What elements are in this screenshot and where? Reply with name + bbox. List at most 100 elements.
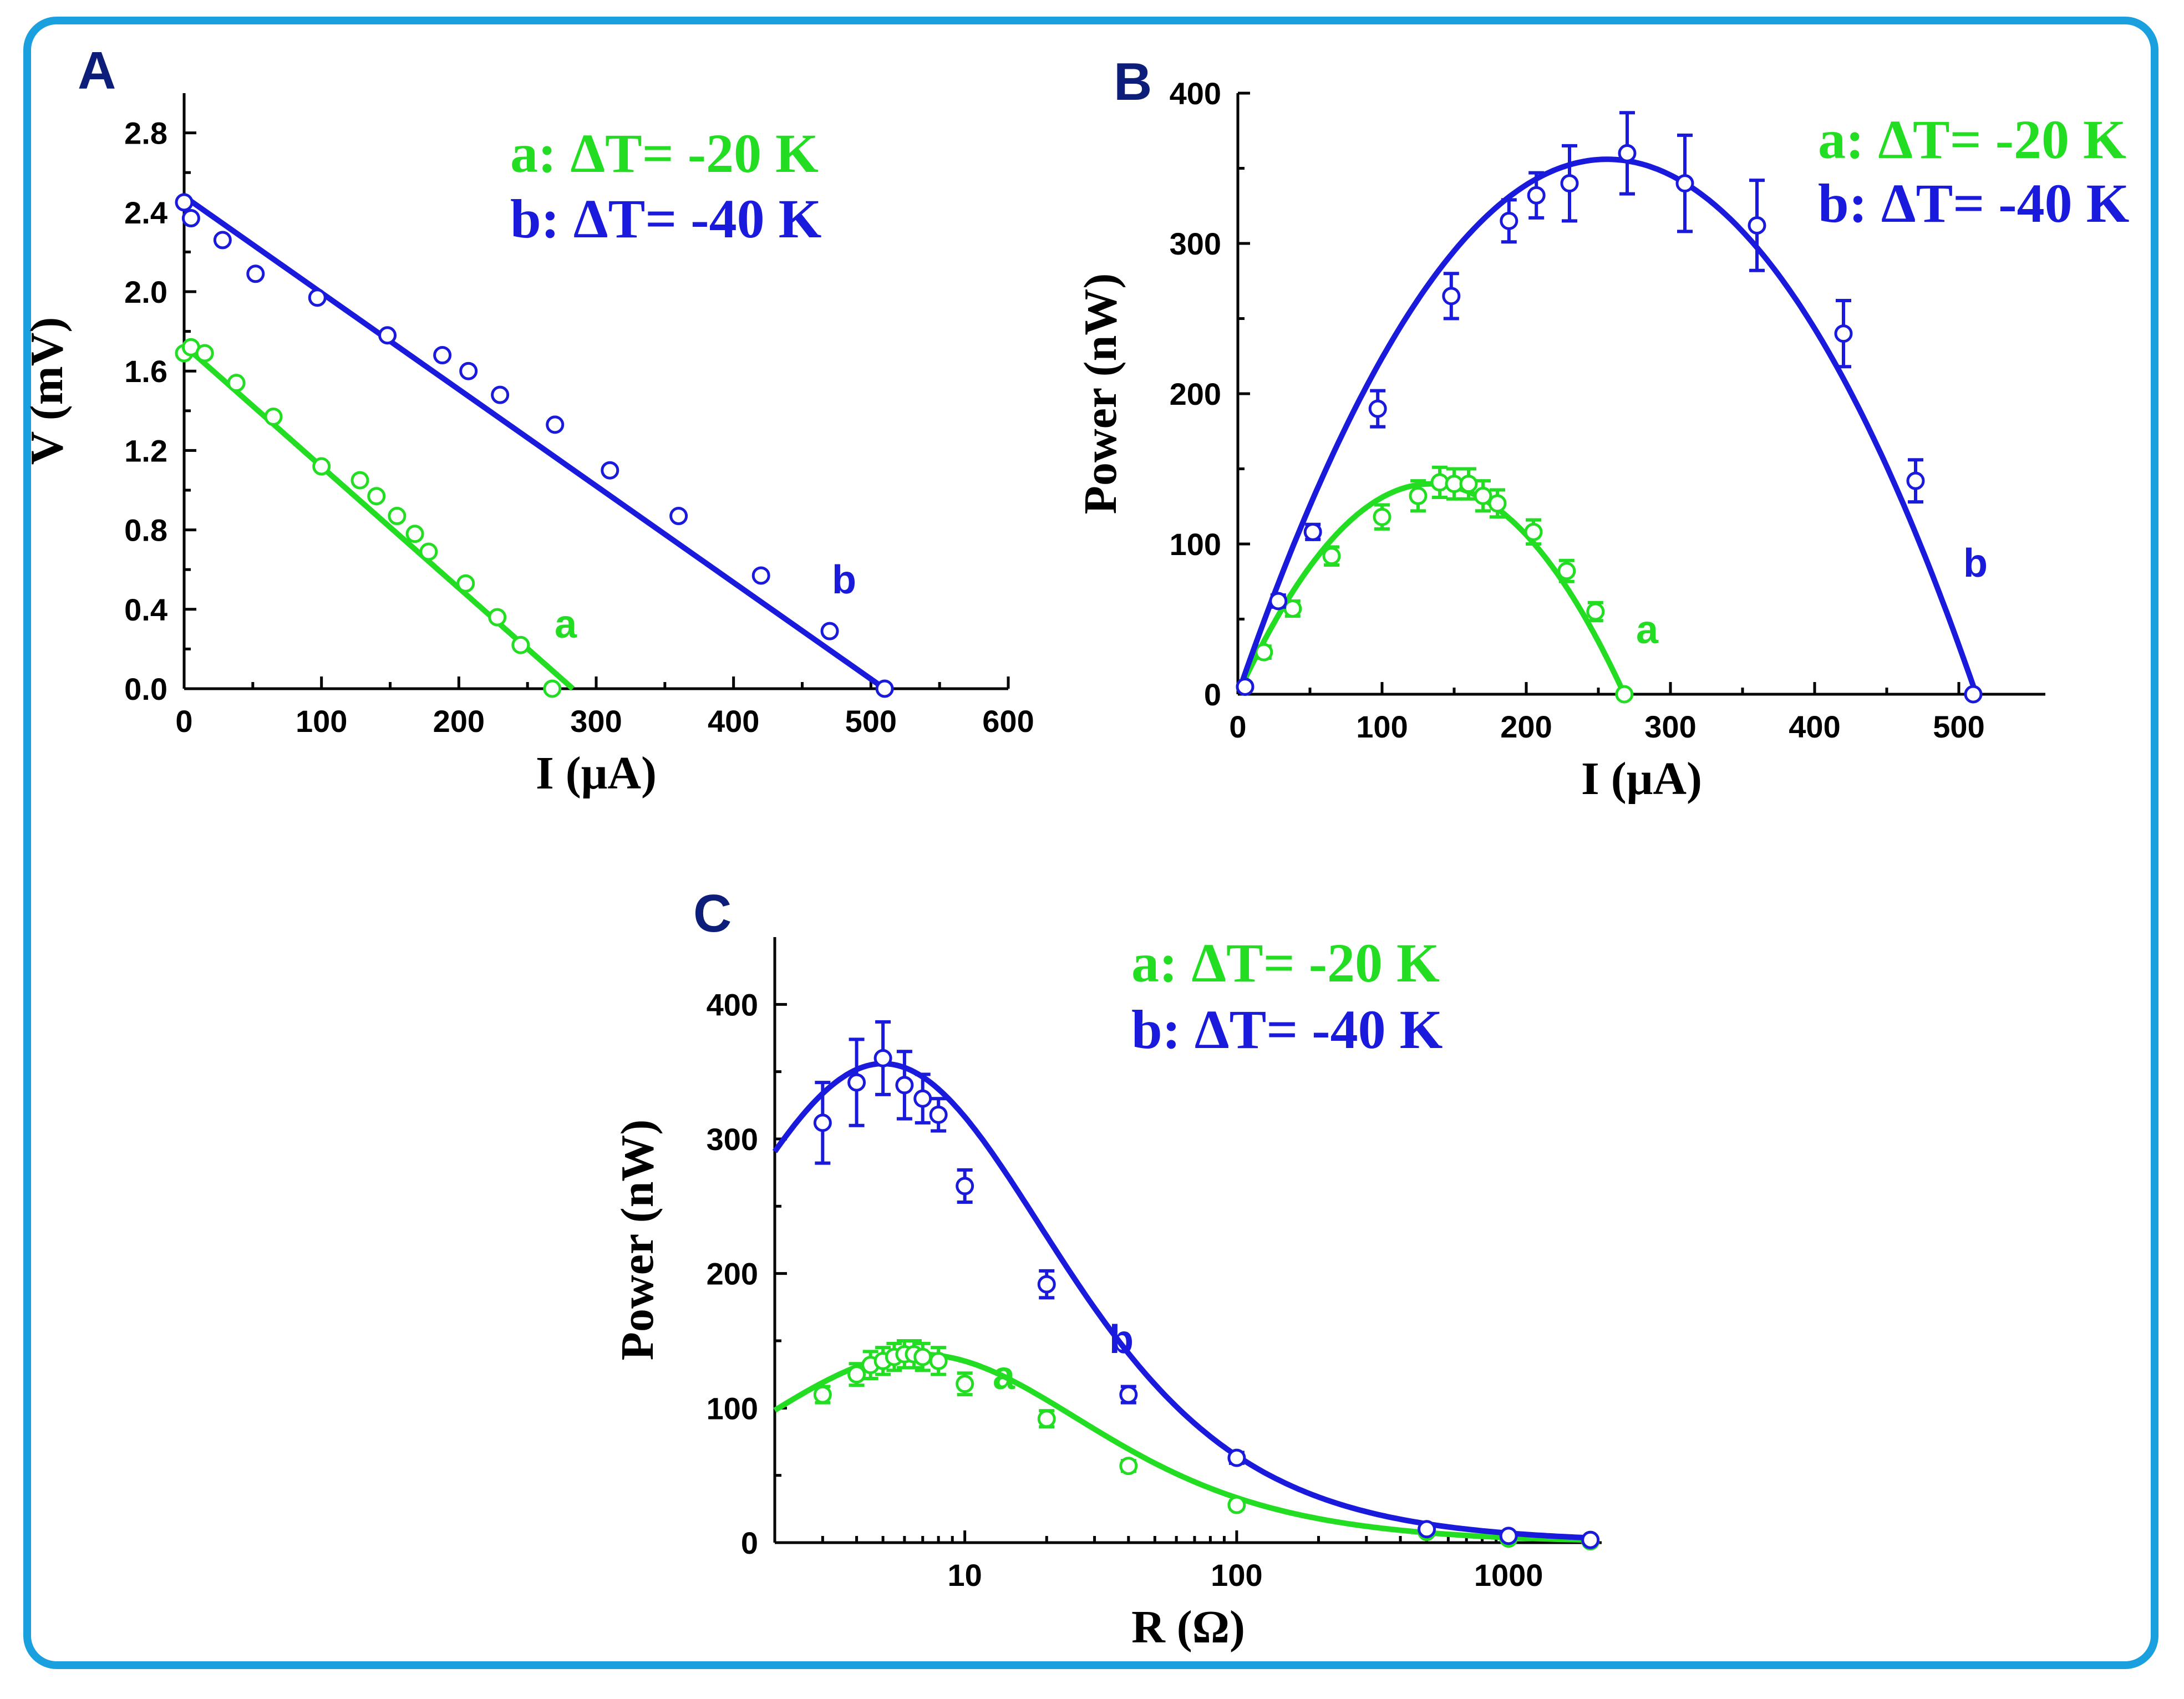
panel-label: C [693, 884, 732, 943]
series-b-curve [772, 1061, 1592, 1541]
series-b-point [1037, 1275, 1056, 1294]
series-b-point [175, 193, 194, 212]
series-b-point [459, 362, 478, 380]
series-b-point [820, 622, 839, 640]
series-b-point [433, 346, 452, 365]
series-a-curve [773, 1351, 1592, 1543]
y-tick-label: 2.8 [124, 116, 167, 151]
series-b-point [546, 415, 565, 434]
legend-entry-b: b: ΔT= -40 K [510, 188, 821, 250]
legend-entry-a: a: ΔT= -20 K [1818, 109, 2126, 170]
series-b-point [929, 1105, 948, 1124]
x-tick-label: 0 [175, 704, 192, 739]
x-tick-label: 300 [1644, 709, 1696, 744]
y-axis-label: Power (nW) [612, 1120, 663, 1361]
series-a-point [929, 1351, 948, 1370]
y-tick-label: 100 [707, 1391, 758, 1426]
series-b-point [895, 1076, 914, 1095]
series-a-point [1474, 486, 1492, 505]
series-b-point [913, 1089, 932, 1108]
legend-text: ΔT= -20 K [556, 123, 818, 184]
series-a-point [1037, 1410, 1056, 1428]
y-tick-label: 1.2 [124, 433, 167, 468]
y-tick-label: 0.8 [124, 513, 167, 548]
series-a-point [1488, 494, 1507, 513]
series-a-point [264, 408, 283, 426]
series-a-point [227, 374, 246, 393]
legend-text: ΔT= -40 K [560, 188, 821, 250]
legend-key: b: [1818, 172, 1867, 234]
series-b-point [491, 385, 510, 404]
legend-key: a: [510, 123, 556, 184]
series-a-curve [1240, 481, 1627, 696]
series-b-point [669, 507, 688, 526]
series-a-point [813, 1385, 832, 1404]
series-b-point [308, 288, 327, 307]
series-a-point [1459, 475, 1478, 494]
series-b-point [1748, 216, 1766, 235]
series-a-point [195, 344, 214, 363]
legend-key: b: [1131, 999, 1181, 1060]
y-tick-label: 1.6 [124, 354, 167, 389]
series-b-point [1236, 677, 1254, 696]
y-axis-label: V (mV) [21, 317, 73, 465]
y-tick-label: 400 [1170, 76, 1221, 111]
series-b-point [1675, 174, 1694, 193]
series-b-point [1581, 1530, 1600, 1549]
legend-key: a: [1818, 109, 1864, 170]
legend-entry-b: b: ΔT= -40 K [1131, 999, 1443, 1060]
series-b-point [1527, 186, 1546, 205]
series-a-point [1119, 1457, 1138, 1476]
x-tick-label: 10 [948, 1558, 982, 1593]
series-b-point [1499, 1527, 1518, 1545]
series-b-label: b [832, 558, 856, 602]
series-b-point [1618, 144, 1637, 162]
series-a-point [956, 1375, 974, 1393]
series-a-label: a [993, 1354, 1015, 1398]
y-tick-label: 200 [1170, 377, 1221, 411]
x-tick-label: 100 [296, 704, 347, 739]
x-tick-label: 600 [982, 704, 1034, 739]
series-b-point [1834, 324, 1853, 343]
chart-panel-c: C 10 100 1000 0 100 200 300 400 R (Ω) Power (nW) a b… [612, 884, 1602, 1653]
series-b-point [1500, 211, 1518, 230]
x-axis-label: I (μA) [1581, 753, 1702, 805]
series-a-point [488, 608, 507, 627]
x-axis-label: R (Ω) [1131, 1601, 1245, 1653]
series-b-point [1964, 685, 1983, 704]
x-axis-label: I (μA) [536, 747, 657, 799]
x-tick-label: 1000 [1474, 1558, 1543, 1593]
series-a-point [1322, 547, 1341, 566]
series-a-point [405, 525, 424, 543]
series-a-curve [182, 343, 575, 691]
series-a-point [367, 487, 386, 506]
series-b-point [813, 1113, 832, 1132]
legend-text: ΔT= -20 K [1177, 932, 1439, 994]
series-b-point [1560, 174, 1579, 193]
series-a-point [511, 635, 530, 654]
x-tick-label: 200 [1500, 709, 1552, 744]
series-a-point [1283, 599, 1302, 618]
y-tick-label: 2.4 [124, 195, 167, 230]
series-a-point [1524, 522, 1543, 541]
y-tick-label: 200 [707, 1257, 758, 1291]
series-a-point [1586, 602, 1605, 621]
series-b-label: b [1109, 1318, 1134, 1362]
y-tick-label: 100 [1170, 527, 1221, 562]
x-tick-label: 500 [845, 704, 897, 739]
series-a-point [1615, 685, 1634, 704]
series-a-point [388, 507, 407, 526]
y-tick-label: 0 [741, 1525, 758, 1560]
y-tick-label: 300 [707, 1122, 758, 1157]
legend-text: ΔT= -40 K [1181, 999, 1443, 1060]
series-a-point [419, 542, 438, 561]
x-tick-label: 400 [1789, 709, 1840, 744]
series-b-point [378, 326, 397, 345]
y-tick-label: 0 [1204, 677, 1221, 712]
series-b-point [246, 264, 265, 283]
series-a-point [351, 471, 369, 490]
series-b-point [1303, 522, 1322, 541]
y-axis-label: Power (nW) [1075, 273, 1126, 515]
series-a-point [1254, 643, 1273, 662]
